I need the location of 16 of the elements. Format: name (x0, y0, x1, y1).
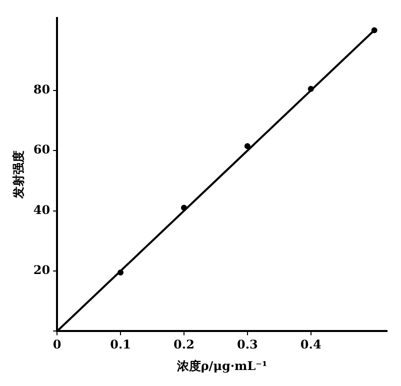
y-axis-title: 发射强度 (11, 150, 26, 200)
y-tick-label: 40 (33, 202, 50, 217)
x-tick-label: 0 (52, 338, 62, 352)
point (371, 27, 378, 34)
y-tick-label: 60 (33, 142, 50, 157)
point (118, 270, 124, 276)
point (180, 204, 187, 211)
x-axis-title: 浓度ρ/μg·mL⁻¹ (176, 358, 268, 373)
y-tick-label: 80 (33, 82, 50, 97)
x-tick-label: 0.1 (110, 338, 131, 352)
x-tick-label: 0.3 (236, 338, 258, 352)
y-tick-label: 20 (33, 263, 50, 278)
point (244, 143, 250, 150)
x-tick-label: 0.2 (174, 338, 194, 352)
point (308, 86, 314, 92)
x-tick-label: 0.4 (300, 338, 322, 352)
